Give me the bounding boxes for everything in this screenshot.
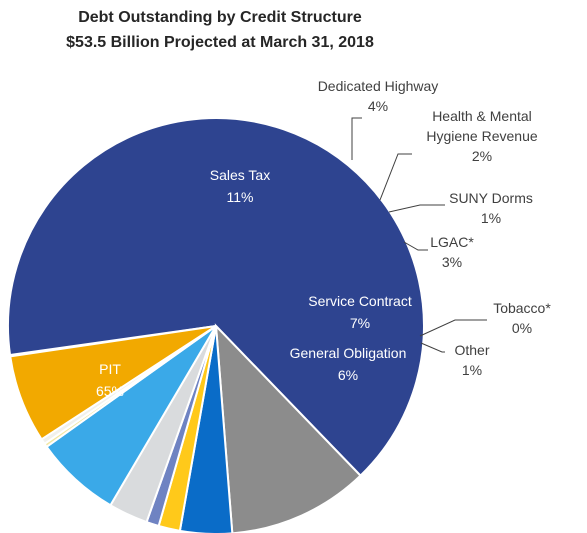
- pie-labels: PIT 65% Sales Tax 11% Dedicated Highway 4%Hea…: [96, 78, 551, 399]
- label-pit: PIT 65%: [96, 361, 124, 399]
- label-lgac: LGAC* 3%: [430, 234, 474, 270]
- chart-subtitle: $53.5 Billion Projected at March 31, 201…: [66, 34, 374, 51]
- chart-title: Debt Outstanding by Credit Structure: [78, 9, 362, 26]
- leader-dedicated-highway: [351, 117, 362, 160]
- label-service-contract: Service Contract 7%: [308, 293, 412, 331]
- label-suny-dorms: SUNY Dorms 1%: [449, 190, 533, 226]
- leader-lgac: [403, 241, 428, 251]
- leader-suny-dorms: [388, 204, 445, 213]
- leader-tobacco: [419, 319, 487, 337]
- label-health-mental-hygiene-revenue: Health & Mental Hygiene Revenue 2%: [426, 108, 538, 164]
- label-other: Other 1%: [454, 342, 489, 378]
- pie-slices: [7, 117, 425, 533]
- label-tobacco: Tobacco* 0%: [493, 300, 551, 336]
- leader-health-mental-hygiene-revenue: [379, 153, 412, 201]
- slice-general-obligation: [9, 325, 217, 441]
- slice-pit: [7, 117, 425, 478]
- label-dedicated-highway: Dedicated Highway 4%: [318, 78, 439, 114]
- label-general-obligation: General Obligation 6%: [290, 345, 407, 383]
- label-sales-tax: Sales Tax 11%: [210, 167, 270, 205]
- leader-other: [420, 342, 445, 353]
